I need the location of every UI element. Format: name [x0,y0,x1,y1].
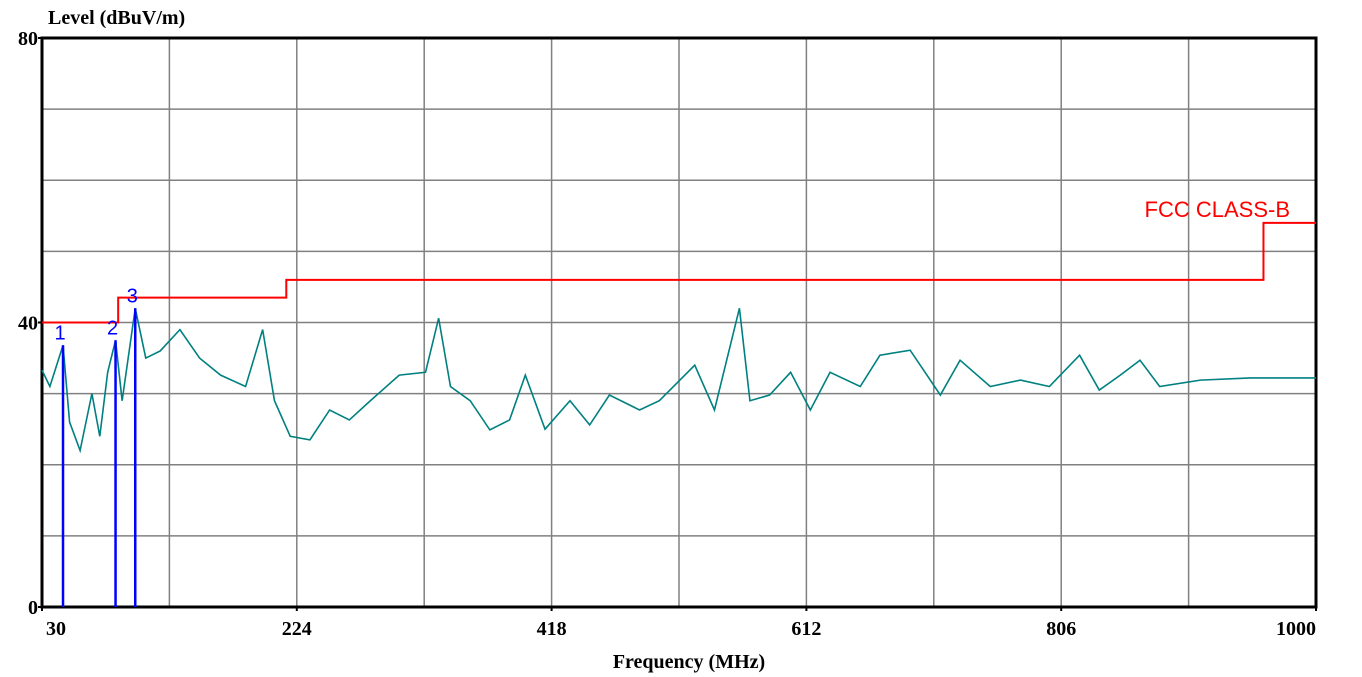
y-axis-label: Level (dBuV/m) [48,7,185,29]
y-tick-label: 80 [18,28,38,50]
x-tick-label: 418 [537,618,567,640]
x-tick-label: 224 [282,618,312,640]
x-tick-label: 806 [1046,618,1076,640]
x-tick-label: 30 [46,618,66,640]
y-tick-label: 0 [28,597,38,619]
y-tick-label: 40 [18,313,38,335]
x-tick-label: 612 [791,618,821,640]
trace-line [41,308,1316,454]
marker-label: 3 [127,285,138,307]
limit-label: FCC CLASS-B [1145,197,1290,222]
x-axis-label: Frequency (MHz) [613,651,765,673]
marker-label: 1 [54,322,65,344]
limit-line [42,221,1316,324]
x-tick-label: 1000 [1276,618,1316,640]
marker-label: 2 [107,317,118,339]
